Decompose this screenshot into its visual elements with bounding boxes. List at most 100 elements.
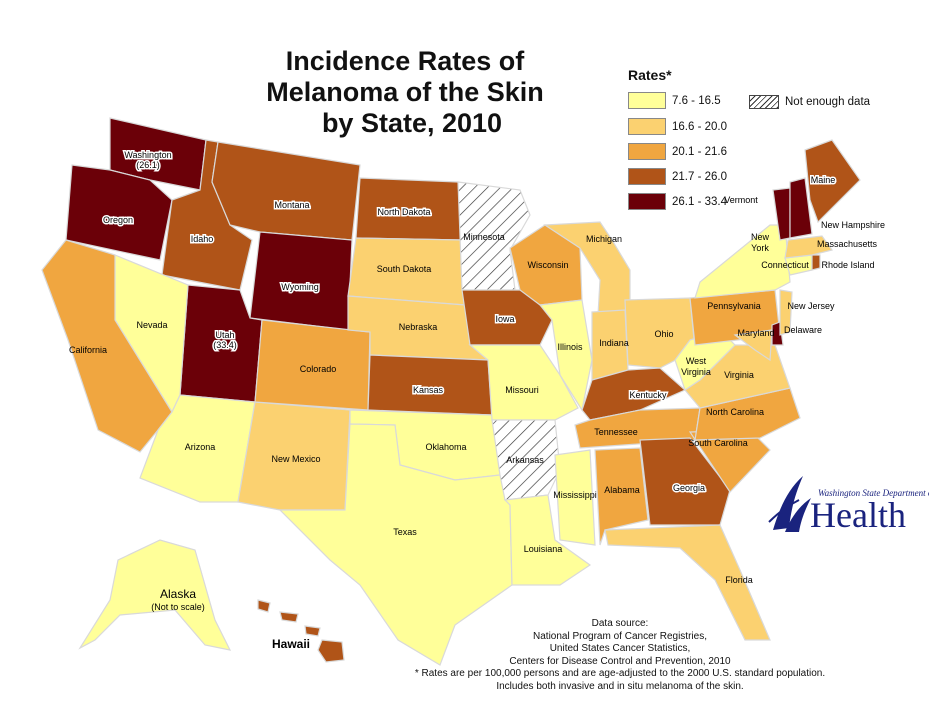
state-label-minnesota: Minnesota	[463, 232, 505, 242]
state-label-south-dakota: South Dakota	[377, 264, 432, 274]
state-value-utah: (33.4)	[213, 340, 237, 350]
state-label-missouri: Missouri	[505, 385, 539, 395]
logo-wordmark: Health	[810, 495, 906, 535]
title-line-3: by State, 2010	[321, 108, 503, 138]
state-label-north-dakota: North Dakota	[377, 207, 430, 217]
state-hawaii	[257, 599, 345, 663]
state-label-wyoming: Wyoming	[281, 282, 318, 292]
state-maryland	[733, 329, 773, 362]
legend-no-data: Not enough data	[749, 94, 870, 110]
state-label-indiana: Indiana	[599, 338, 629, 348]
legend-label: 7.6 - 16.5	[672, 94, 721, 107]
source-line: United States Cancer Statistics,	[549, 643, 691, 654]
legend-swatch	[628, 143, 666, 160]
legend-label: 26.1 - 33.4	[672, 195, 727, 208]
state-label-west-virginia: West Virginia	[681, 356, 711, 377]
state-label-oregon: Oregon	[103, 215, 133, 225]
state-new-york	[694, 224, 791, 299]
title-line-2: Melanoma of the Skin	[266, 77, 544, 107]
legend-title: Rates*	[628, 67, 672, 83]
legend-label: 20.1 - 21.6	[672, 145, 727, 158]
source-line: Centers for Disease Control and Preventi…	[509, 655, 731, 667]
state-new-jersey	[779, 289, 793, 336]
legend-label: 21.7 - 26.0	[672, 170, 727, 183]
state-label-nevada: Nevada	[136, 320, 167, 330]
state-label-maine: Maine	[811, 175, 836, 185]
title-line-1: Incidence Rates of	[285, 46, 525, 76]
logo-department: Washington State Department of	[818, 488, 929, 498]
map-title: Incidence Rates of Melanoma of the Skin …	[240, 46, 570, 139]
state-massachusetts	[784, 235, 834, 259]
legend-swatch	[628, 193, 666, 210]
source-line: Data source:	[591, 618, 649, 629]
state-florida	[604, 524, 771, 641]
state-label-washington: Washington	[124, 150, 171, 160]
state-maine	[804, 139, 861, 224]
health-logo-icon	[768, 476, 811, 532]
state-wyoming	[249, 231, 353, 331]
state-label-iowa: Iowa	[495, 314, 514, 324]
state-value-washington: (26.1)	[136, 160, 160, 170]
state-label-new-hampshire: New Hampshire	[821, 220, 885, 230]
state-label-tennessee: Tennessee	[594, 427, 638, 437]
data-source-note: Data source: National Program of Cancer …	[360, 618, 880, 693]
state-label-virginia: Virginia	[724, 370, 754, 380]
state-value-alaska: (Not to scale)	[151, 602, 205, 612]
state-label-florida: Florida	[725, 575, 753, 585]
state-label-rhode-island: Rhode Island	[821, 260, 874, 270]
state-label-wisconsin: Wisconsin	[527, 260, 568, 270]
legend-swatch	[628, 168, 666, 185]
state-label-montana: Montana	[274, 200, 309, 210]
state-washington	[109, 117, 207, 191]
state-alaska	[78, 539, 232, 651]
state-label-massachusetts: Massachusetts	[817, 239, 878, 249]
state-label-new-york: New York	[751, 232, 770, 253]
state-label-new-mexico: New Mexico	[271, 454, 320, 464]
state-label-south-carolina: South Carolina	[688, 438, 748, 448]
source-line: National Program of Cancer Registries,	[533, 630, 707, 642]
state-label-kansas: Kansas	[413, 385, 444, 395]
state-label-maryland: Maryland	[737, 328, 774, 338]
state-label-alaska: Alaska	[160, 587, 196, 601]
state-label-kentucky: Kentucky	[629, 390, 667, 400]
state-label-idaho: Idaho	[191, 234, 214, 244]
state-label-ohio: Ohio	[654, 329, 673, 339]
state-label-oklahoma: Oklahoma	[425, 442, 466, 452]
legend-item: 20.1 - 21.6	[628, 143, 727, 160]
state-label-vermont: Vermont	[724, 195, 758, 205]
state-label-louisiana: Louisiana	[524, 544, 563, 554]
state-label-colorado: Colorado	[300, 364, 337, 374]
state-label-georgia: Georgia	[673, 483, 705, 493]
state-mississippi	[554, 449, 596, 546]
state-label-utah: Utah	[215, 330, 234, 340]
state-california	[41, 239, 173, 453]
state-label-illinois: Illinois	[557, 342, 583, 352]
state-montana	[211, 141, 361, 241]
state-missouri	[468, 344, 579, 421]
state-label-alabama: Alabama	[604, 485, 640, 495]
state-label-mississippi: Mississippi	[553, 490, 597, 500]
source-line: Includes both invasive and in situ melan…	[496, 680, 744, 692]
state-label-michigan: Michigan	[586, 234, 622, 244]
legend-no-data-label: Not enough data	[785, 96, 871, 108]
state-label-arizona: Arizona	[185, 442, 216, 452]
legend-swatch	[628, 118, 666, 135]
legend-item: 26.1 - 33.4	[628, 193, 727, 210]
state-louisiana	[503, 494, 592, 586]
source-line: * Rates are per 100,000 persons and are …	[414, 668, 826, 679]
state-rhode-island	[811, 254, 821, 271]
legend-item: 16.6 - 20.0	[628, 118, 727, 135]
legend-item: 7.6 - 16.5	[628, 92, 721, 109]
state-label-california: California	[69, 345, 107, 355]
legend-item: 21.7 - 26.0	[628, 168, 727, 185]
state-label-delaware: Delaware	[784, 325, 822, 335]
state-georgia	[639, 437, 731, 526]
legend-swatch	[628, 92, 666, 109]
state-label-new-jersey: New Jersey	[787, 301, 835, 311]
state-alabama	[594, 447, 649, 546]
state-label-connecticut: Connecticut	[761, 260, 809, 270]
state-new-hampshire	[789, 177, 813, 239]
state-label-north-carolina: North Carolina	[706, 407, 764, 417]
